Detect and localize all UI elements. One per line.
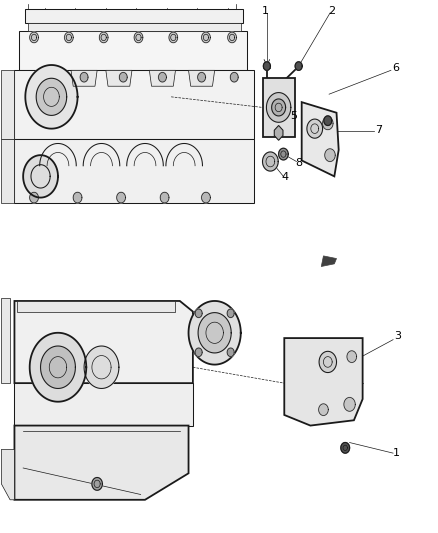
Polygon shape bbox=[14, 383, 193, 425]
Polygon shape bbox=[14, 425, 188, 500]
Polygon shape bbox=[344, 398, 355, 411]
Polygon shape bbox=[19, 30, 247, 70]
Polygon shape bbox=[25, 65, 78, 128]
Polygon shape bbox=[263, 62, 270, 70]
Text: 5: 5 bbox=[290, 111, 297, 122]
Polygon shape bbox=[92, 478, 102, 490]
Polygon shape bbox=[198, 313, 231, 353]
Polygon shape bbox=[134, 32, 143, 43]
Polygon shape bbox=[80, 72, 88, 82]
Polygon shape bbox=[230, 72, 238, 82]
Polygon shape bbox=[71, 70, 97, 86]
Polygon shape bbox=[201, 192, 210, 203]
Polygon shape bbox=[274, 125, 283, 140]
Polygon shape bbox=[30, 192, 39, 203]
Polygon shape bbox=[188, 301, 241, 365]
Polygon shape bbox=[10, 298, 271, 500]
Polygon shape bbox=[14, 70, 254, 139]
Polygon shape bbox=[262, 78, 295, 136]
Polygon shape bbox=[169, 32, 178, 43]
Polygon shape bbox=[17, 301, 176, 312]
Text: 3: 3 bbox=[394, 332, 401, 342]
Polygon shape bbox=[14, 301, 193, 383]
Polygon shape bbox=[188, 70, 215, 86]
Text: 1: 1 bbox=[393, 448, 400, 458]
Polygon shape bbox=[195, 309, 202, 318]
Polygon shape bbox=[106, 70, 132, 86]
Polygon shape bbox=[341, 442, 350, 453]
Polygon shape bbox=[160, 192, 169, 203]
Polygon shape bbox=[279, 148, 288, 160]
Polygon shape bbox=[25, 10, 243, 22]
Polygon shape bbox=[41, 346, 75, 389]
Text: 2: 2 bbox=[328, 6, 336, 16]
Text: 8: 8 bbox=[295, 158, 302, 168]
Polygon shape bbox=[227, 309, 234, 318]
Polygon shape bbox=[1, 70, 14, 139]
Polygon shape bbox=[14, 139, 254, 203]
Text: 4: 4 bbox=[281, 172, 288, 182]
Polygon shape bbox=[201, 32, 210, 43]
Polygon shape bbox=[64, 32, 73, 43]
Polygon shape bbox=[319, 351, 336, 373]
Polygon shape bbox=[28, 22, 241, 30]
Text: 7: 7 bbox=[375, 125, 382, 135]
Polygon shape bbox=[1, 139, 14, 203]
Polygon shape bbox=[1, 298, 10, 383]
Polygon shape bbox=[302, 102, 339, 176]
Text: 6: 6 bbox=[392, 63, 399, 72]
Polygon shape bbox=[262, 152, 278, 171]
Polygon shape bbox=[321, 256, 336, 266]
Polygon shape bbox=[295, 62, 302, 70]
Text: 1: 1 bbox=[262, 6, 269, 16]
Polygon shape bbox=[266, 93, 291, 122]
Polygon shape bbox=[198, 72, 205, 82]
Polygon shape bbox=[149, 70, 176, 86]
Polygon shape bbox=[228, 32, 237, 43]
Polygon shape bbox=[99, 32, 108, 43]
Polygon shape bbox=[227, 348, 234, 357]
Polygon shape bbox=[159, 72, 166, 82]
Polygon shape bbox=[307, 119, 322, 138]
Polygon shape bbox=[36, 78, 67, 115]
Polygon shape bbox=[284, 338, 363, 425]
Polygon shape bbox=[30, 32, 39, 43]
Polygon shape bbox=[324, 116, 332, 125]
Polygon shape bbox=[73, 192, 82, 203]
Polygon shape bbox=[117, 192, 125, 203]
Polygon shape bbox=[272, 99, 286, 116]
Polygon shape bbox=[322, 117, 333, 130]
Polygon shape bbox=[119, 72, 127, 82]
Polygon shape bbox=[30, 333, 86, 402]
Polygon shape bbox=[23, 155, 58, 198]
Polygon shape bbox=[347, 351, 357, 362]
Polygon shape bbox=[1, 449, 14, 500]
Polygon shape bbox=[195, 348, 202, 357]
Polygon shape bbox=[325, 149, 335, 161]
Polygon shape bbox=[84, 346, 119, 389]
Polygon shape bbox=[319, 404, 328, 416]
Polygon shape bbox=[19, 4, 254, 243]
